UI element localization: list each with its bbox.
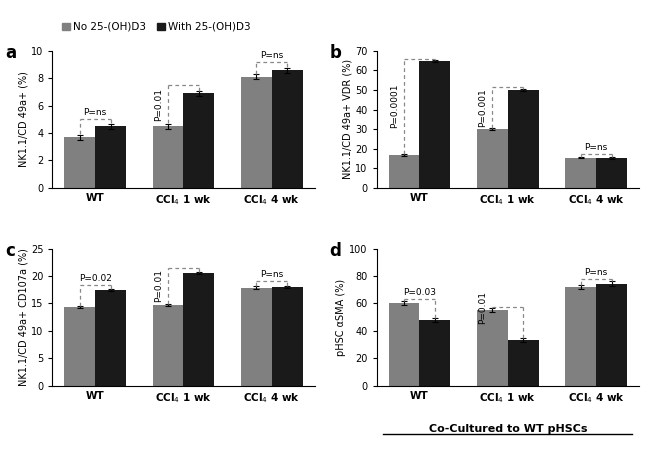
Text: b: b — [330, 44, 341, 62]
Bar — [153, 126, 183, 188]
Text: P=ns: P=ns — [84, 108, 107, 118]
Text: P=0.02: P=0.02 — [79, 274, 112, 283]
Bar — [272, 70, 303, 188]
Bar — [596, 284, 627, 386]
Y-axis label: NK1.1/CD 49a+ (%): NK1.1/CD 49a+ (%) — [18, 72, 28, 167]
Bar — [241, 287, 272, 386]
Text: P=0.0001: P=0.0001 — [390, 84, 398, 129]
Text: P=0.03: P=0.03 — [403, 288, 436, 297]
Bar — [419, 320, 450, 386]
Text: P=ns: P=ns — [260, 270, 283, 279]
Text: P=ns: P=ns — [584, 268, 608, 277]
Bar — [183, 93, 214, 188]
Bar — [389, 155, 419, 188]
Bar — [95, 126, 126, 188]
Y-axis label: NK1.1/CD 49a+ CD107a (%): NK1.1/CD 49a+ CD107a (%) — [18, 248, 28, 386]
Text: a: a — [5, 44, 16, 62]
Bar — [565, 157, 596, 188]
Bar — [419, 61, 450, 188]
Bar — [389, 303, 419, 386]
Bar — [477, 129, 508, 188]
Text: P=ns: P=ns — [584, 143, 608, 151]
Bar — [183, 273, 214, 386]
Y-axis label: pHSC αSMA (%): pHSC αSMA (%) — [337, 279, 346, 356]
Text: P=ns: P=ns — [260, 51, 283, 60]
Bar — [272, 287, 303, 386]
Bar — [477, 310, 508, 386]
Text: P=0.01: P=0.01 — [478, 291, 487, 324]
Text: P=0.01: P=0.01 — [153, 88, 162, 121]
Text: d: d — [330, 242, 341, 260]
Bar — [508, 341, 539, 386]
Legend: No 25-(OH)D3, With 25-(OH)D3: No 25-(OH)D3, With 25-(OH)D3 — [58, 18, 255, 36]
Bar — [64, 307, 95, 386]
Text: P=0.001: P=0.001 — [478, 88, 487, 127]
Bar — [565, 287, 596, 386]
Bar — [153, 305, 183, 386]
Y-axis label: NK1.1/CD 49a+ VDR (%): NK1.1/CD 49a+ VDR (%) — [343, 59, 352, 179]
Text: P=0.01: P=0.01 — [153, 269, 162, 302]
Bar — [508, 90, 539, 188]
Text: Co-Cultured to WT pHSCs: Co-Cultured to WT pHSCs — [428, 424, 587, 434]
Text: c: c — [5, 242, 15, 260]
Bar — [95, 290, 126, 386]
Bar — [241, 77, 272, 188]
Bar — [596, 158, 627, 188]
Bar — [64, 137, 95, 188]
